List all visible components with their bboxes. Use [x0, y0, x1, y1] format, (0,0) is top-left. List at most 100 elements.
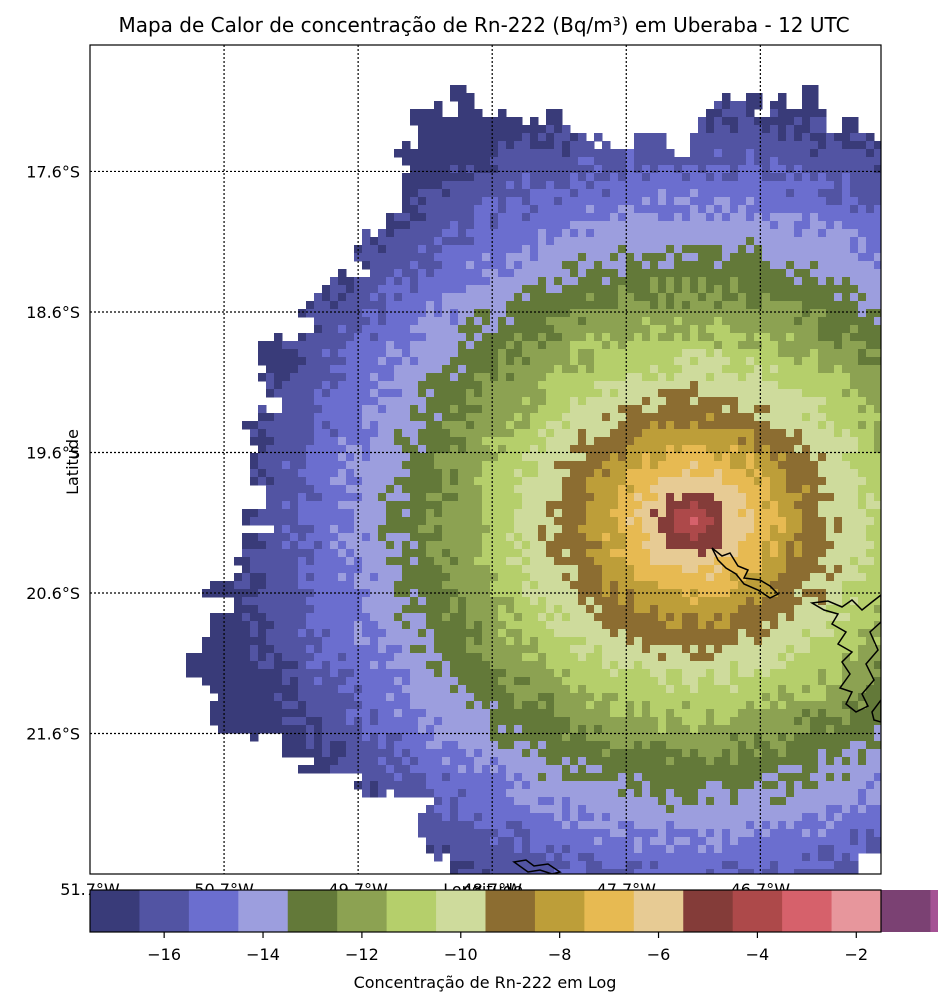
heatmap-cell	[690, 517, 699, 526]
heatmap-cell	[458, 637, 467, 646]
heatmap-cell	[442, 253, 451, 262]
heatmap-cell	[554, 293, 563, 302]
heatmap-cell	[546, 429, 555, 438]
heatmap-cell	[490, 517, 499, 526]
heatmap-cell	[314, 453, 323, 462]
heatmap-cell	[674, 565, 683, 574]
heatmap-cell	[370, 573, 379, 582]
heatmap-cell	[282, 421, 291, 430]
heatmap-cell	[610, 453, 619, 462]
heatmap-cell	[434, 181, 443, 190]
heatmap-cell	[682, 445, 691, 454]
heatmap-cell	[282, 605, 291, 614]
heatmap-cell	[274, 349, 283, 358]
heatmap-cell	[282, 661, 291, 670]
heatmap-cell	[834, 253, 843, 262]
heatmap-cell	[602, 373, 611, 382]
heatmap-cell	[210, 621, 219, 630]
heatmap-cell	[706, 453, 715, 462]
heatmap-cell	[714, 437, 723, 446]
heatmap-cell	[626, 525, 635, 534]
heatmap-cell	[874, 317, 881, 326]
heatmap-cell	[786, 429, 795, 438]
heatmap-cell	[866, 173, 875, 182]
heatmap-cell	[802, 605, 811, 614]
heatmap-cell	[466, 477, 475, 486]
heatmap-cell	[578, 149, 587, 158]
heatmap-cell	[290, 653, 299, 662]
heatmap-cell	[290, 445, 299, 454]
heatmap-cell	[258, 341, 267, 350]
heatmap-cell	[762, 189, 771, 198]
heatmap-cell	[570, 373, 579, 382]
heatmap-cell	[266, 653, 275, 662]
heatmap-cell	[570, 413, 579, 422]
heatmap-cell	[586, 469, 595, 478]
heatmap-cell	[778, 477, 787, 486]
heatmap-cell	[770, 293, 779, 302]
heatmap-cell	[786, 197, 795, 206]
heatmap-cell	[722, 373, 731, 382]
heatmap-cell	[610, 421, 619, 430]
heatmap-cell	[362, 485, 371, 494]
heatmap-cell	[618, 421, 627, 430]
heatmap-cell	[578, 245, 587, 254]
heatmap-cell	[522, 133, 531, 142]
heatmap-cell	[338, 301, 347, 310]
heatmap-cell	[554, 445, 563, 454]
heatmap-cell	[778, 485, 787, 494]
heatmap-cell	[706, 413, 715, 422]
heatmap-cell	[322, 325, 331, 334]
heatmap-cell	[410, 213, 419, 222]
heatmap-cell	[306, 357, 315, 366]
heatmap-cell	[690, 509, 699, 518]
heatmap-cell	[258, 437, 267, 446]
heatmap-cell	[266, 341, 275, 350]
heatmap-cell	[762, 365, 771, 374]
heatmap-cell	[746, 365, 755, 374]
heatmap-cell	[330, 389, 339, 398]
heatmap-cell	[634, 205, 643, 214]
heatmap-cell	[626, 373, 635, 382]
heatmap-cell	[522, 349, 531, 358]
heatmap-cell	[842, 365, 851, 374]
heatmap-cell	[346, 333, 355, 342]
heatmap-cell	[666, 485, 675, 494]
heatmap-cell	[834, 469, 843, 478]
heatmap-cell	[850, 653, 859, 662]
heatmap-cell	[722, 109, 731, 118]
heatmap-cell	[498, 573, 507, 582]
heatmap-cell	[474, 189, 483, 198]
heatmap-cell	[538, 485, 547, 494]
heatmap-cell	[850, 485, 859, 494]
heatmap-cell	[618, 205, 627, 214]
heatmap-cell	[618, 269, 627, 278]
heatmap-cell	[482, 437, 491, 446]
heatmap-cell	[538, 517, 547, 526]
heatmap-cell	[554, 325, 563, 334]
heatmap-cell	[842, 125, 851, 134]
heatmap-cell	[786, 597, 795, 606]
heatmap-cell	[362, 549, 371, 558]
heatmap-cell	[834, 549, 843, 558]
heatmap-cell	[378, 349, 387, 358]
heatmap-cell	[258, 557, 267, 566]
heatmap-cell	[730, 509, 739, 518]
heatmap-cell	[722, 557, 731, 566]
heatmap-cell	[626, 405, 635, 414]
heatmap-cell	[714, 653, 723, 662]
heatmap-cell	[618, 245, 627, 254]
heatmap-cell	[786, 565, 795, 574]
heatmap-cell	[290, 517, 299, 526]
heatmap-cell	[410, 653, 419, 662]
heatmap-cell	[634, 445, 643, 454]
heatmap-cell	[658, 405, 667, 414]
heatmap-cell	[706, 645, 715, 654]
heatmap-cell	[850, 341, 859, 350]
heatmap-cell	[778, 397, 787, 406]
heatmap-cell	[626, 533, 635, 542]
heatmap-cell	[330, 421, 339, 430]
heatmap-cell	[690, 357, 699, 366]
heatmap-cell	[554, 245, 563, 254]
heatmap-cell	[786, 573, 795, 582]
